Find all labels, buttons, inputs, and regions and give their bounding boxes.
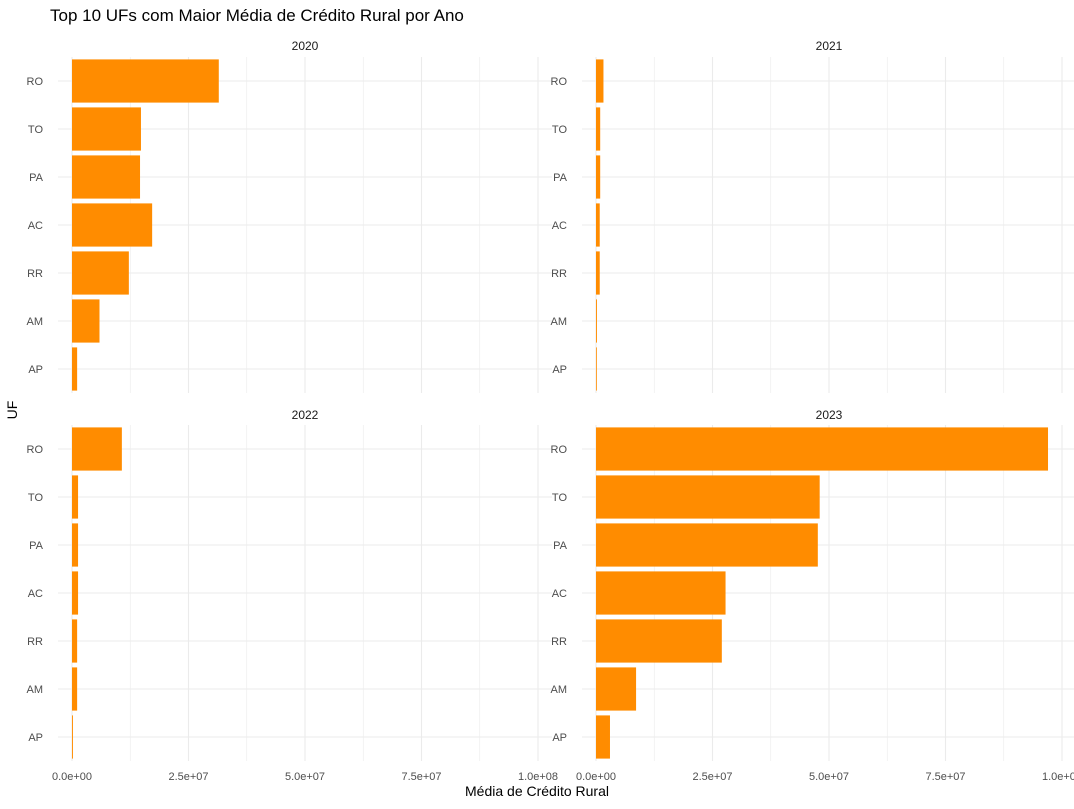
y-tick-label: AC	[552, 220, 567, 232]
bar-2021-PA	[596, 155, 601, 199]
y-tick-label: TO	[28, 492, 44, 504]
bar-2022-RO	[72, 427, 122, 471]
facet-label-2023: 2023	[816, 408, 843, 422]
y-tick-label: TO	[552, 492, 568, 504]
y-tick-label: AM	[551, 316, 568, 328]
bar-2023-TO	[596, 475, 820, 519]
bar-2020-TO	[72, 107, 141, 151]
bar-2021-RO	[596, 59, 604, 103]
bar-2023-AC	[596, 571, 726, 615]
x-axis-label: Média de Crédito Rural	[465, 783, 609, 799]
y-tick-label: AC	[552, 588, 567, 600]
bar-2021-AP	[596, 347, 597, 391]
bar-2023-RR	[596, 619, 722, 663]
x-tick-label: 2.5e+07	[692, 771, 732, 783]
y-tick-label: PA	[29, 172, 44, 184]
bar-2022-TO	[72, 475, 79, 519]
bar-2021-RR	[596, 251, 600, 295]
bar-2022-AM	[72, 667, 78, 711]
y-tick-label: PA	[553, 172, 568, 184]
y-tick-label: RR	[551, 636, 567, 648]
y-axis-label: UF	[4, 400, 20, 420]
y-tick-label: PA	[553, 540, 568, 552]
x-tick-label: 7.5e+07	[925, 771, 965, 783]
chart-title: Top 10 UFs com Maior Média de Crédito Ru…	[50, 6, 464, 25]
bar-2023-PA	[596, 523, 818, 567]
y-tick-label: AP	[552, 364, 567, 376]
bar-2020-RR	[72, 251, 129, 295]
bar-2022-AC	[72, 571, 79, 615]
bar-2022-PA	[72, 523, 79, 567]
y-tick-label: RO	[551, 444, 568, 456]
bar-2021-TO	[596, 107, 601, 151]
y-tick-label: TO	[28, 124, 44, 136]
x-tick-label: 1.0e+08	[518, 771, 558, 783]
bar-2020-RO	[72, 59, 219, 103]
bar-2023-AM	[596, 667, 637, 711]
x-tick-label: 5.0e+07	[285, 771, 325, 783]
facet-label-2020: 2020	[292, 39, 319, 53]
y-tick-label: AP	[28, 364, 43, 376]
y-tick-label: TO	[552, 124, 568, 136]
y-tick-label: PA	[29, 540, 44, 552]
y-tick-label: RR	[27, 636, 43, 648]
y-tick-label: AC	[28, 220, 43, 232]
y-tick-label: AP	[28, 732, 43, 744]
y-tick-label: RO	[27, 76, 44, 88]
bar-2020-AC	[72, 203, 153, 247]
y-tick-label: AM	[551, 684, 568, 696]
y-tick-label: RO	[27, 444, 44, 456]
x-tick-label: 5.0e+07	[809, 771, 849, 783]
bar-2023-RO	[596, 427, 1049, 471]
bar-2023-AP	[596, 715, 610, 759]
facet-label-2021: 2021	[816, 39, 843, 53]
bar-2020-AM	[72, 299, 100, 343]
x-tick-label: 1.0e+08	[1042, 771, 1074, 783]
x-tick-label: 0.0e+00	[576, 771, 616, 783]
y-tick-label: AM	[27, 684, 44, 696]
bar-2022-AP	[72, 715, 73, 759]
bar-2020-AP	[72, 347, 78, 391]
y-tick-label: AP	[552, 732, 567, 744]
x-tick-label: 2.5e+07	[168, 771, 208, 783]
x-tick-label: 0.0e+00	[52, 771, 92, 783]
bar-2020-PA	[72, 155, 141, 199]
y-tick-label: AM	[27, 316, 44, 328]
y-tick-label: AC	[28, 588, 43, 600]
y-tick-label: RR	[27, 268, 43, 280]
y-tick-label: RR	[551, 268, 567, 280]
x-tick-label: 7.5e+07	[401, 771, 441, 783]
bar-2021-AC	[596, 203, 600, 247]
y-tick-label: RO	[551, 76, 568, 88]
bar-2021-AM	[596, 299, 597, 343]
facet-label-2022: 2022	[292, 408, 319, 422]
bar-2022-RR	[72, 619, 78, 663]
